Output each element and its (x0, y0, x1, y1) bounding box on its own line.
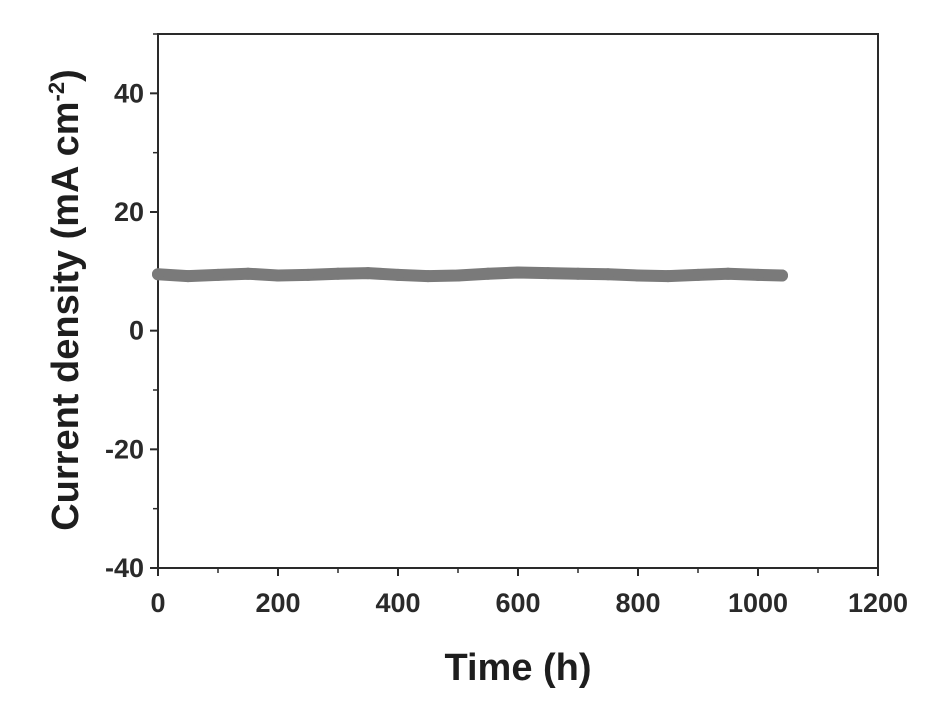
x-axis-title: Time (h) (444, 647, 591, 689)
data-point (692, 269, 704, 281)
x-tick-label: 1200 (848, 588, 908, 618)
y-tick-label: 0 (129, 316, 144, 346)
data-point (776, 270, 788, 282)
y-axis-title-close: ) (45, 69, 87, 82)
y-tick-label: 40 (114, 78, 144, 108)
x-tick-label: 1000 (728, 588, 788, 618)
data-point (542, 267, 554, 279)
data-point (422, 270, 434, 282)
y-axis-ticks: -40 -20 0 20 40 (105, 34, 158, 583)
data-point (452, 270, 464, 282)
y-tick-label: -20 (105, 434, 144, 464)
data-point (392, 269, 404, 281)
data-point (332, 268, 344, 280)
y-axis-title-superscript: -2 (44, 82, 69, 102)
x-axis-ticks: 0 200 400 600 800 1000 1200 (150, 568, 908, 618)
x-tick-label: 400 (375, 588, 420, 618)
x-tick-label: 800 (615, 588, 660, 618)
data-point (272, 270, 284, 282)
y-tick-label: -40 (105, 553, 144, 583)
x-tick-label: 600 (495, 588, 540, 618)
data-point (752, 269, 764, 281)
data-point (152, 268, 164, 280)
x-tick-label: 0 (150, 588, 165, 618)
plot-area-frame (158, 34, 878, 568)
data-point (602, 268, 614, 280)
data-point (632, 270, 644, 282)
data-point (212, 269, 224, 281)
data-point (182, 270, 194, 282)
y-axis-title: Current density (mA cm-2) (44, 69, 87, 531)
data-point (722, 268, 734, 280)
data-point (512, 267, 524, 279)
data-point (662, 270, 674, 282)
data-point (572, 268, 584, 280)
data-point (242, 268, 254, 280)
data-point (302, 269, 314, 281)
y-axis-title-main: Current density (mA cm (45, 101, 87, 530)
x-tick-label: 200 (255, 588, 300, 618)
data-point (362, 267, 374, 279)
series-layer (152, 267, 788, 283)
y-tick-label: 20 (114, 197, 144, 227)
data-point (482, 268, 494, 280)
